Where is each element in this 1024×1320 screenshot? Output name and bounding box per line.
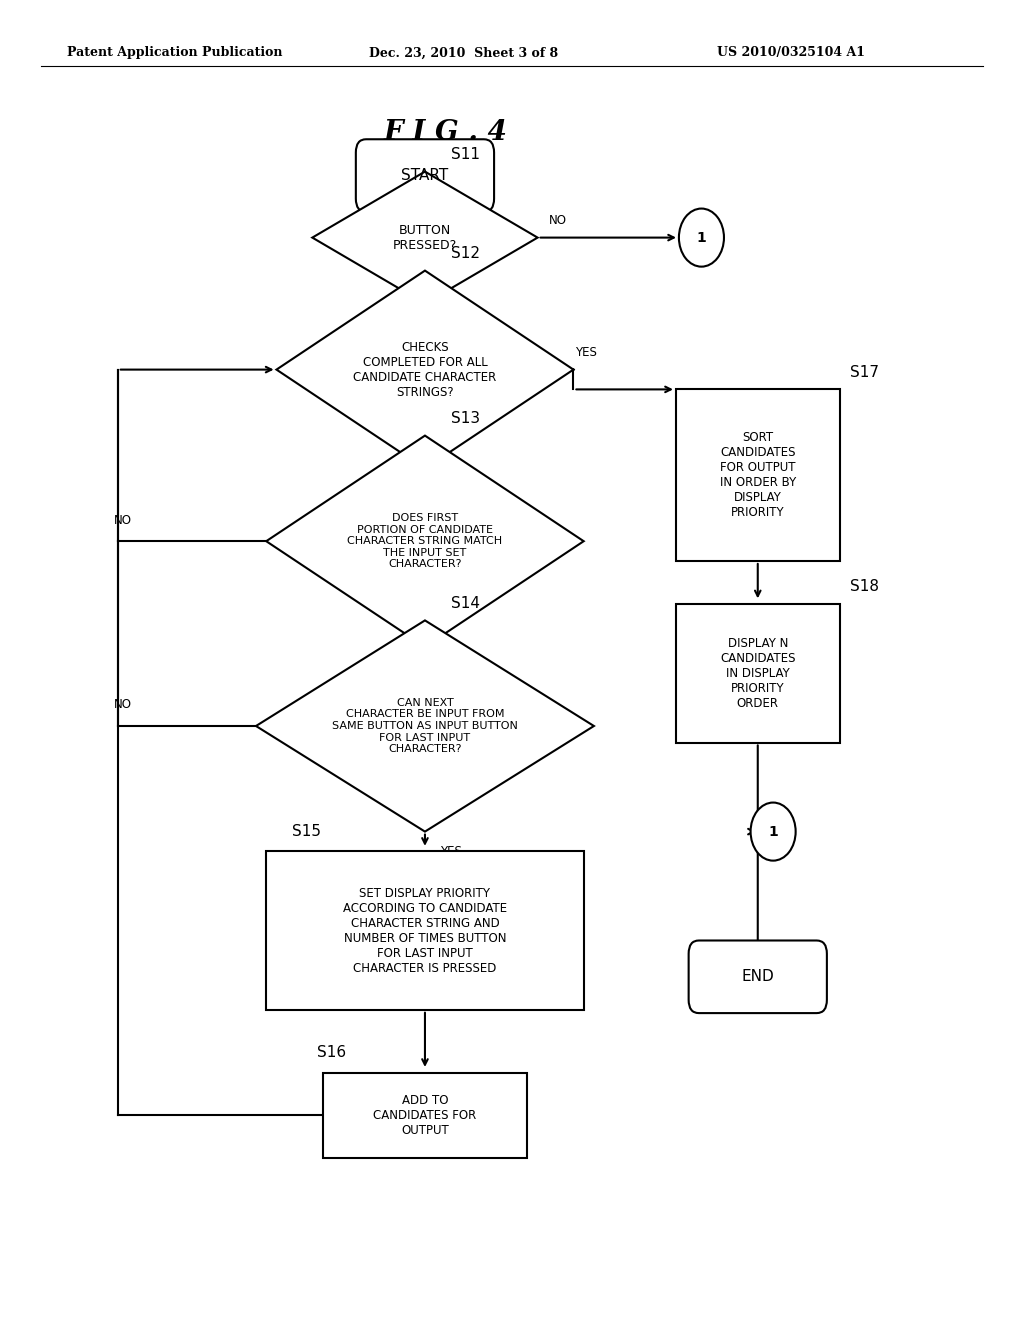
Text: S14: S14: [451, 595, 479, 611]
Bar: [323, 1072, 527, 1159]
Bar: [676, 389, 840, 561]
Text: SET DISPLAY PRIORITY
ACCORDING TO CANDIDATE
CHARACTER STRING AND
NUMBER OF TIMES: SET DISPLAY PRIORITY ACCORDING TO CANDID…: [343, 887, 507, 974]
Text: YES: YES: [574, 346, 597, 359]
Text: S13: S13: [451, 411, 479, 426]
Text: ADD TO
CANDIDATES FOR
OUTPUT: ADD TO CANDIDATES FOR OUTPUT: [374, 1094, 476, 1137]
Text: US 2010/0325104 A1: US 2010/0325104 A1: [717, 46, 865, 59]
Text: NO: NO: [440, 482, 459, 495]
Circle shape: [679, 209, 724, 267]
Text: START: START: [401, 168, 449, 183]
Text: 1: 1: [768, 825, 778, 838]
Text: DOES FIRST
PORTION OF CANDIDATE
CHARACTER STRING MATCH
THE INPUT SET
CHARACTER?: DOES FIRST PORTION OF CANDIDATE CHARACTE…: [347, 513, 503, 569]
Text: NO: NO: [549, 214, 567, 227]
Text: END: END: [741, 969, 774, 985]
Text: Dec. 23, 2010  Sheet 3 of 8: Dec. 23, 2010 Sheet 3 of 8: [369, 46, 558, 59]
Bar: [266, 851, 584, 1010]
Text: NO: NO: [114, 513, 132, 527]
Text: YES: YES: [440, 660, 462, 673]
Text: S11: S11: [451, 147, 479, 162]
Text: S16: S16: [317, 1045, 346, 1060]
Text: 1: 1: [696, 231, 707, 244]
Text: BUTTON
PRESSED?: BUTTON PRESSED?: [393, 223, 457, 252]
Polygon shape: [256, 620, 594, 832]
Polygon shape: [276, 271, 573, 469]
Text: NO: NO: [114, 698, 132, 711]
Text: F I G . 4: F I G . 4: [384, 119, 507, 145]
Text: CHECKS
COMPLETED FOR ALL
CANDIDATE CHARACTER
STRINGS?: CHECKS COMPLETED FOR ALL CANDIDATE CHARA…: [353, 341, 497, 399]
Text: S17: S17: [850, 364, 879, 380]
Text: CAN NEXT
CHARACTER BE INPUT FROM
SAME BUTTON AS INPUT BUTTON
FOR LAST INPUT
CHAR: CAN NEXT CHARACTER BE INPUT FROM SAME BU…: [332, 698, 518, 754]
Text: YES: YES: [440, 317, 462, 330]
Polygon shape: [312, 172, 538, 304]
Text: S15: S15: [292, 824, 321, 840]
Bar: [676, 605, 840, 742]
Text: YES: YES: [440, 845, 462, 858]
FancyBboxPatch shape: [688, 940, 827, 1014]
Text: DISPLAY N
CANDIDATES
IN DISPLAY
PRIORITY
ORDER: DISPLAY N CANDIDATES IN DISPLAY PRIORITY…: [720, 636, 796, 710]
Text: SORT
CANDIDATES
FOR OUTPUT
IN ORDER BY
DISPLAY
PRIORITY: SORT CANDIDATES FOR OUTPUT IN ORDER BY D…: [720, 432, 796, 519]
Text: S12: S12: [451, 246, 479, 261]
Text: Patent Application Publication: Patent Application Publication: [67, 46, 282, 59]
Text: S18: S18: [850, 579, 879, 594]
Polygon shape: [266, 436, 584, 647]
Circle shape: [751, 803, 796, 861]
FancyBboxPatch shape: [356, 140, 494, 211]
